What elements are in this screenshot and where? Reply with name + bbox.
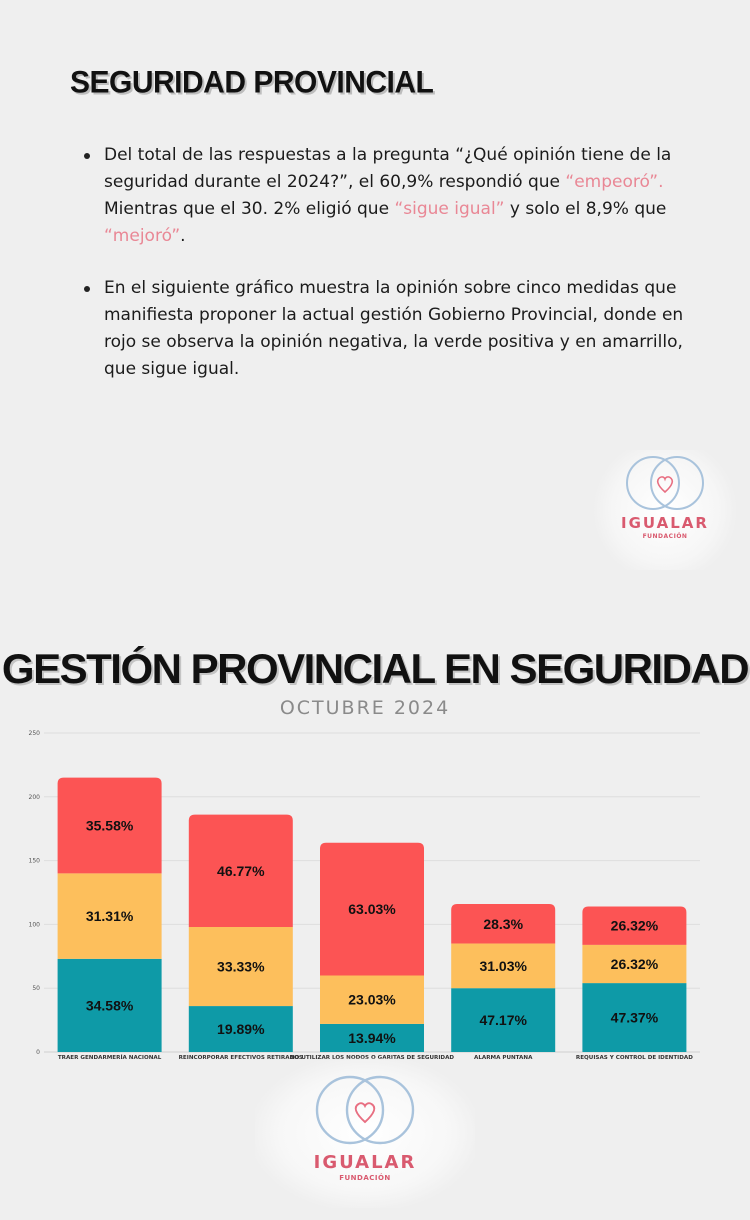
logo-name: IGUALAR (313, 1152, 417, 1173)
bullet-list: Del total de las respuestas a la pregunt… (82, 142, 702, 408)
data-label: 47.17% (479, 1012, 527, 1028)
data-label: 23.03% (348, 992, 396, 1008)
bar-segment-negative (582, 906, 687, 945)
bar-segment-neutral (582, 944, 687, 984)
y-tick-label: 100 (29, 921, 41, 928)
bullet1-text-1: Del total de las respuestas a la pregunt… (104, 145, 672, 192)
bar-segment-negative (451, 903, 556, 944)
data-label: 31.31% (86, 908, 134, 924)
bullet2-text: En el siguiente gráfico muestra la opini… (104, 278, 684, 379)
bullet-dot (84, 286, 90, 292)
bar-segment-negative (57, 777, 162, 874)
bullet1-highlight-empeoro: “empeoró”. (565, 172, 664, 192)
data-label: 34.58% (86, 997, 134, 1013)
bullet1-text-4: . (180, 226, 186, 246)
igualar-logo: IGUALAR FUNDACIÓN (590, 450, 740, 570)
y-tick-label: 200 (29, 794, 41, 801)
bar-segment-positive (188, 1006, 293, 1052)
logo-subtitle: FUNDACIÓN (339, 1174, 391, 1182)
bar-segment-negative (188, 814, 293, 927)
igualar-rings-icon (315, 1075, 415, 1145)
logo-subtitle: FUNDACIÓN (642, 533, 688, 540)
y-tick-label: 250 (29, 730, 41, 737)
y-tick-label: 50 (32, 985, 40, 992)
bullet-dot (84, 153, 90, 159)
bar-segment-neutral (57, 873, 162, 959)
igualar-logo-bottom: IGUALAR FUNDACIÓN (255, 1058, 475, 1208)
data-label: 35.58% (86, 818, 134, 834)
data-label: 26.32% (611, 918, 659, 934)
x-tick-label: REINCORPORAR EFECTIVOS RETIRADOS (179, 1055, 303, 1061)
bullet-item-chart-intro: En el siguiente gráfico muestra la opini… (82, 275, 702, 383)
bar-segment-neutral (188, 926, 293, 1007)
bullet1-highlight-sigue-igual: “sigue igual” (394, 199, 505, 219)
stacked-bar-chart: 0 50 100 150 200 250 34.58% 31.31% 35.58% TRAER G… (29, 730, 700, 1061)
bar-segment-positive (57, 958, 162, 1052)
bar-segment-neutral (451, 943, 556, 989)
chart-subtitle: OCTUBRE 2024 (279, 697, 451, 719)
y-tick-label: 150 (29, 858, 41, 865)
data-label: 47.37% (611, 1010, 659, 1026)
bullet1-text-2: Mientras que el 30. 2% eligió que (104, 199, 395, 219)
section-title: SEGURIDAD PROVINCIAL (70, 65, 434, 100)
bar-segment-positive (451, 988, 556, 1052)
bullet1-highlight-mejoro: “mejoró” (104, 226, 181, 246)
logo-name: IGUALAR (621, 514, 709, 532)
data-label: 63.03% (348, 901, 396, 917)
bar-segment-positive (582, 983, 687, 1052)
data-label: 33.33% (217, 959, 265, 975)
data-label: 26.32% (611, 956, 659, 972)
data-label: 46.77% (217, 863, 265, 879)
data-label: 19.89% (217, 1021, 265, 1037)
bar-segment-positive (320, 1023, 424, 1052)
bar-segment-neutral (320, 975, 424, 1024)
bar-segment-negative (320, 842, 424, 976)
data-label: 28.3% (483, 916, 523, 932)
data-label: 31.03% (479, 958, 527, 974)
igualar-rings-icon (626, 456, 704, 510)
bullet1-text-3: y solo el 8,9% que (504, 199, 667, 219)
bullet-item-opinion: Del total de las respuestas a la pregunt… (82, 142, 702, 250)
x-tick-label: REQUISAS Y CONTROL DE IDENTIDAD (576, 1055, 693, 1061)
data-label: 13.94% (348, 1030, 396, 1046)
y-tick-label: 0 (36, 1049, 40, 1056)
x-tick-label: ALARMA PUNTANA (474, 1055, 533, 1061)
x-tick-label: TRAER GENDARMERÍA NACIONAL (58, 1053, 162, 1061)
chart-title: GESTIÓN PROVINCIAL EN SEGURIDAD (1, 645, 750, 692)
